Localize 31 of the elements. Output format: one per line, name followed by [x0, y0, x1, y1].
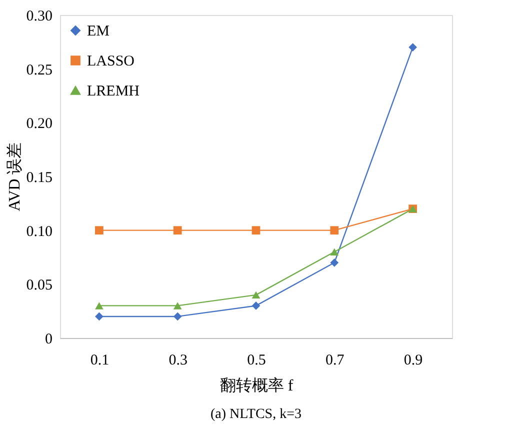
point	[95, 302, 104, 310]
point	[252, 291, 260, 299]
y-tick-label: 0.15	[26, 170, 52, 186]
y-tick-label: 0.30	[26, 8, 52, 24]
text: (a) NLTCS, k=3	[210, 407, 302, 422]
legend-label: LREMH	[87, 84, 140, 100]
point	[330, 248, 339, 256]
x-tick-label: 0.3	[168, 352, 188, 368]
y-axis-title: AVD 误差	[5, 142, 24, 212]
point	[330, 258, 339, 267]
point	[330, 226, 339, 235]
x-tick-label: 0.7	[326, 352, 345, 368]
point	[173, 312, 182, 321]
point	[95, 312, 104, 321]
x-axis-title: 翻转概率 f	[220, 376, 294, 394]
legend-label: EM	[87, 24, 110, 40]
point	[252, 226, 260, 235]
point	[408, 43, 417, 52]
y-tick-label: 0	[45, 332, 52, 348]
point	[173, 226, 182, 235]
point	[252, 302, 260, 310]
x-tick-label: 0.9	[404, 352, 423, 368]
legend-label: LASSO	[87, 54, 135, 70]
x-tick-label: 0.5	[247, 352, 266, 368]
y-tick-label: 0.25	[26, 62, 52, 78]
y-tick-label: 0.05	[26, 278, 52, 294]
point	[95, 226, 104, 235]
y-tick-label: 0.20	[26, 116, 52, 132]
y-tick-label: 0.10	[26, 224, 52, 240]
point	[173, 302, 182, 310]
x-tick-label: 0.1	[90, 352, 110, 368]
